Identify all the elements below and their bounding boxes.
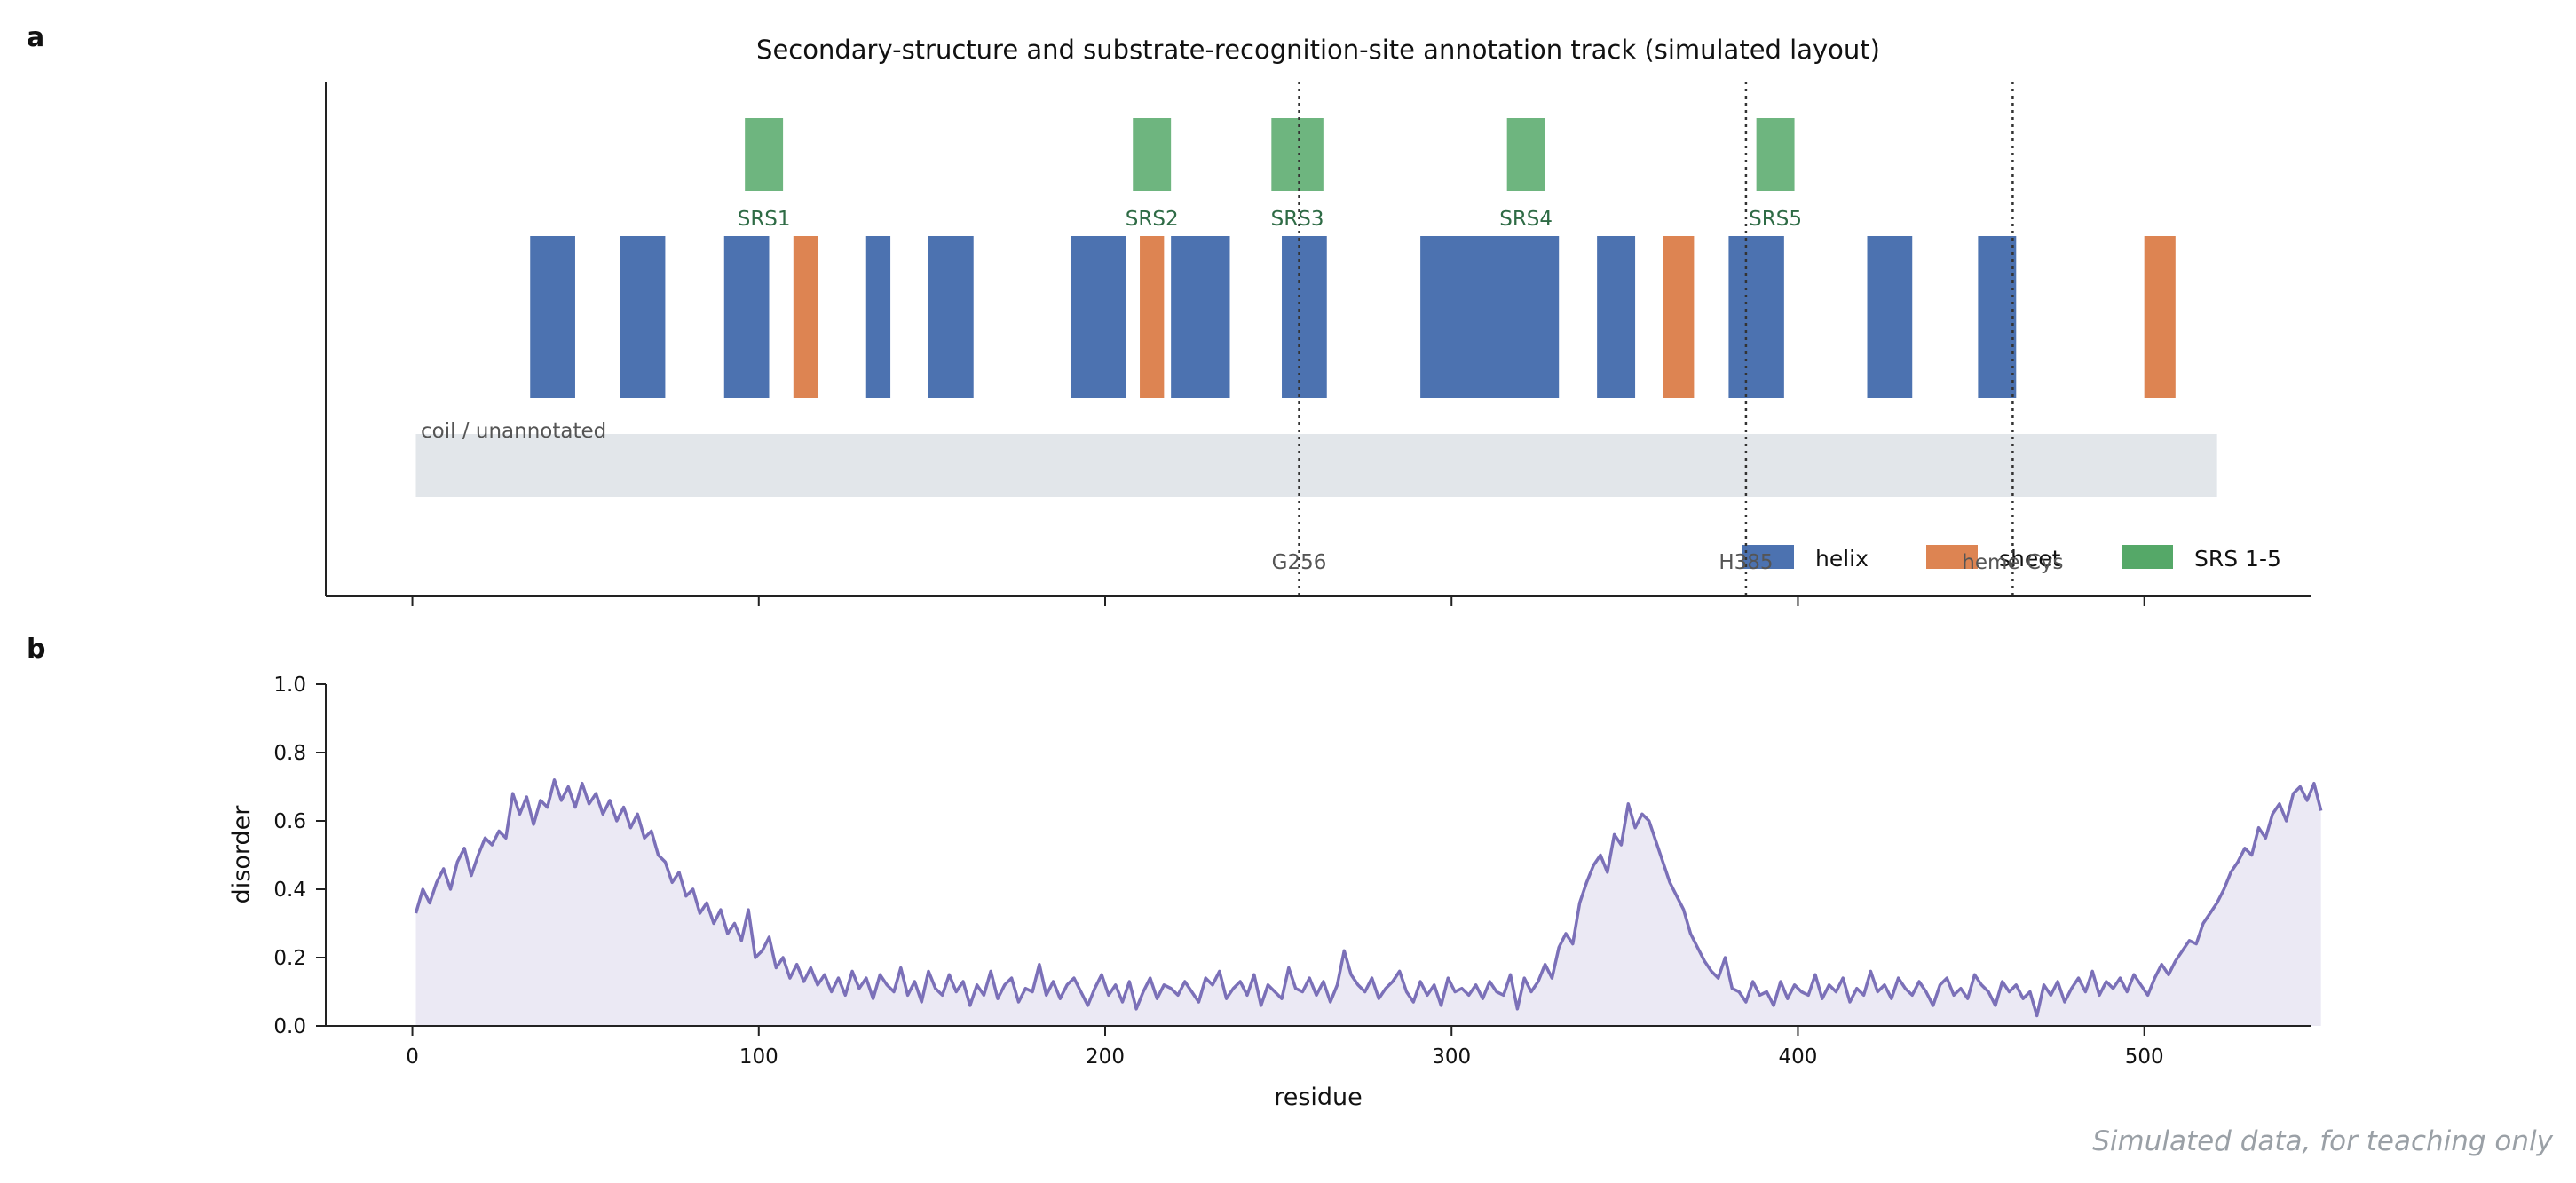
helix-bar-10 [1597,236,1636,398]
marker-label-2: H385 [1719,551,1773,574]
y-tick-label-2: 0.2 [273,947,306,970]
legend: helix sheet SRS 1-5 [1742,545,2281,572]
legend-label-helix: helix [1815,546,1869,572]
helix-bar-3 [723,236,770,398]
watermark: Simulated data, for teaching only [2092,1125,2553,1157]
srs-label-1: SRS1 [738,208,791,231]
legend-swatch-srs [2122,545,2173,569]
disorder-line [414,778,2323,1018]
legend-swatch-sheet [1926,545,1978,569]
srs-block-2 [1133,118,1172,191]
sheet-bar-3 [1663,236,1695,398]
y-tick-label-5: 0.8 [273,742,306,765]
x-tick-label-2: 100 [739,1045,778,1069]
coil-band [415,434,2217,497]
helix-bar-4 [865,236,891,398]
srs-label-2: SRS2 [1126,208,1179,231]
helix-bar-7 [1171,236,1230,398]
panel-label-b: b [27,634,45,665]
track-panel: SRS1 SRS2 SRS3 SRS4 SRS5 helix sheet SRS 1-5 G25… [325,82,2311,606]
srs-label-4: SRS4 [1499,208,1553,231]
srs-block-5 [1756,118,1795,191]
x-tick-label-5: 400 [1779,1045,1818,1069]
y-tick-label-1: 0.0 [273,1015,306,1038]
helix-bar-11 [1728,236,1784,398]
disorder-panel: 0 100 200 300 400 500 0.0 0.2 0.4 0.6 0.8 1.0 [273,674,2323,1069]
helix-bar-13 [1978,236,2017,398]
sheet-bar-1 [793,236,818,398]
srs-block-4 [1506,118,1545,191]
helix-bar-12 [1867,236,1913,398]
srs-label-3: SRS3 [1271,208,1324,231]
x-axis-label: residue [1274,1084,1363,1111]
coil-label: coil / unannotated [421,420,606,443]
srs-block-1 [745,118,784,191]
disorder-area [415,779,2321,1026]
marker-label-1: G256 [1272,551,1327,574]
y-tick-label-6: 1.0 [273,674,306,697]
y-tick-label-3: 0.4 [273,879,306,902]
srs-label-5: SRS5 [1749,208,1802,231]
y-axis-label: disorder [228,805,256,904]
srs-block-3 [1271,118,1324,191]
helix-bar-9 [1420,236,1560,398]
helix-bar-2 [620,236,666,398]
helix-bar-5 [928,236,974,398]
track-title: Secondary-structure and substrate-recogn… [756,35,1880,65]
helix-bar-1 [530,236,575,398]
legend-label-srs: SRS 1-5 [2194,546,2281,572]
x-tick-label-6: 500 [2125,1045,2164,1069]
legend-swatch-helix [1742,545,1794,569]
helix-bar-8 [1282,236,1327,398]
x-tick-label-1: 0 [406,1045,419,1069]
y-tick-label-4: 0.6 [273,810,306,833]
helix-bar-6 [1070,236,1126,398]
legend-label-sheet: sheet [1999,546,2061,572]
x-tick-label-3: 200 [1086,1045,1125,1069]
sheet-bar-4 [2144,236,2176,398]
marker-label-3: heme Cys [1962,551,2063,574]
sheet-bar-2 [1140,236,1165,398]
panel-label-a: a [27,22,44,53]
x-tick-label-4: 300 [1432,1045,1471,1069]
